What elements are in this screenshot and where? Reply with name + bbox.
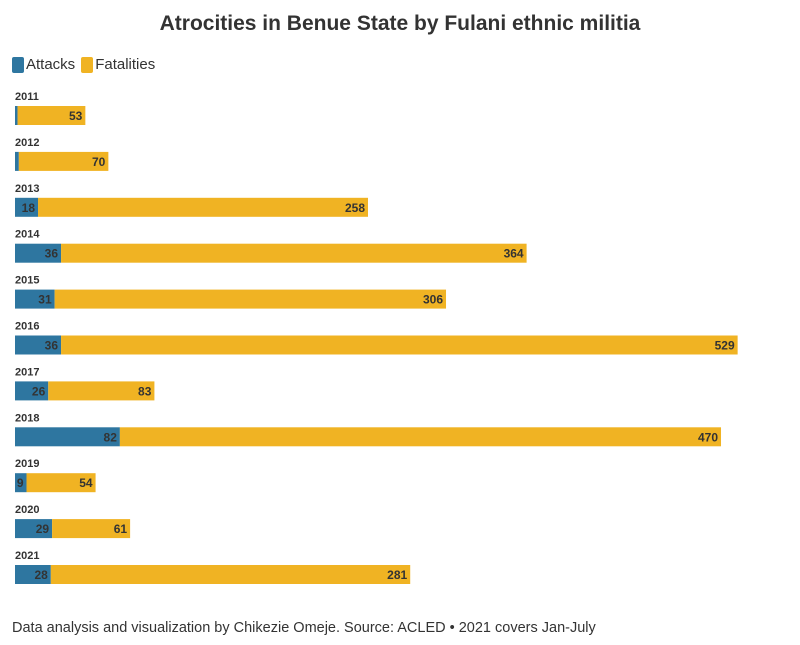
year-label-2016: 2016	[15, 321, 39, 333]
year-label-2018: 2018	[15, 412, 39, 424]
legend-label-attacks: Attacks	[26, 56, 76, 73]
value-label-attacks-2016: 36	[45, 339, 59, 353]
value-label-fatalities-2020: 61	[114, 522, 128, 536]
bar-fatalities-2012	[18, 151, 109, 171]
value-label-fatalities-2012: 70	[92, 155, 106, 169]
bar-attacks-2012	[15, 151, 19, 171]
stacked-bar-chart: 2011 53 2012 70 2013 18 258 2014 36 364 2015 31 306 2…	[15, 91, 738, 584]
value-label-attacks-2021: 28	[34, 568, 48, 582]
bar-fatalities-2016	[61, 335, 738, 355]
bar-attacks-2013	[15, 197, 39, 217]
bar-attacks-2011	[15, 106, 18, 125]
year-label-2021: 2021	[15, 550, 39, 562]
value-label-attacks-2017: 26	[32, 384, 46, 398]
bar-fatalities-2018	[119, 427, 722, 447]
legend-label-fatalities: Fatalities	[95, 56, 156, 73]
footer-note: Data analysis and visualization by Chike…	[12, 620, 596, 636]
value-label-fatalities-2014: 364	[504, 247, 524, 261]
value-label-fatalities-2013: 258	[345, 201, 365, 215]
year-label-2015: 2015	[15, 275, 39, 287]
bar-attacks-2014	[15, 243, 62, 263]
bar-fatalities-2017	[48, 381, 155, 401]
year-label-2012: 2012	[15, 137, 39, 149]
legend: Attacks Fatalities	[12, 56, 161, 73]
bar-fatalities-2019	[26, 473, 96, 493]
year-label-2017: 2017	[15, 366, 39, 378]
value-label-attacks-2019: 9	[17, 476, 24, 490]
bar-fatalities-2021	[50, 565, 411, 584]
bar-attacks-2020	[15, 519, 53, 539]
legend-item-attacks[interactable]: Attacks	[12, 56, 75, 73]
value-label-fatalities-2017: 83	[138, 384, 152, 398]
bar-fatalities-2020	[52, 519, 131, 539]
bar-attacks-2016	[15, 335, 62, 355]
value-label-fatalities-2019: 54	[79, 476, 93, 490]
value-label-fatalities-2016: 529	[715, 339, 735, 353]
bar-fatalities-2011	[17, 106, 86, 125]
value-label-attacks-2020: 29	[36, 522, 50, 536]
year-label-2020: 2020	[15, 504, 39, 516]
bar-fatalities-2013	[38, 197, 369, 217]
value-label-fatalities-2018: 470	[698, 430, 718, 444]
year-label-2011: 2011	[15, 91, 39, 103]
value-label-attacks-2015: 31	[38, 293, 52, 307]
legend-swatch-attacks	[12, 56, 24, 73]
value-label-attacks-2013: 18	[22, 201, 36, 215]
value-label-fatalities-2021: 281	[387, 568, 407, 582]
chart-title: Atrocities in Benue State by Fulani ethn…	[159, 12, 641, 35]
bar-fatalities-2015	[54, 289, 447, 309]
legend-item-fatalities[interactable]: Fatalities	[81, 56, 155, 73]
value-label-fatalities-2015: 306	[423, 293, 443, 307]
value-label-attacks-2018: 82	[104, 430, 118, 444]
legend-swatch-fatalities	[81, 56, 94, 73]
year-label-2013: 2013	[15, 183, 39, 195]
value-label-fatalities-2011: 53	[69, 109, 83, 123]
year-label-2019: 2019	[15, 458, 39, 470]
bar-fatalities-2014	[61, 243, 527, 263]
bar-attacks-2015	[15, 289, 55, 309]
bar-attacks-2019	[15, 473, 27, 493]
bar-attacks-2018	[15, 427, 120, 447]
bar-attacks-2021	[15, 565, 51, 584]
value-label-attacks-2014: 36	[45, 247, 59, 261]
bar-attacks-2017	[15, 381, 49, 401]
year-label-2014: 2014	[15, 229, 40, 241]
